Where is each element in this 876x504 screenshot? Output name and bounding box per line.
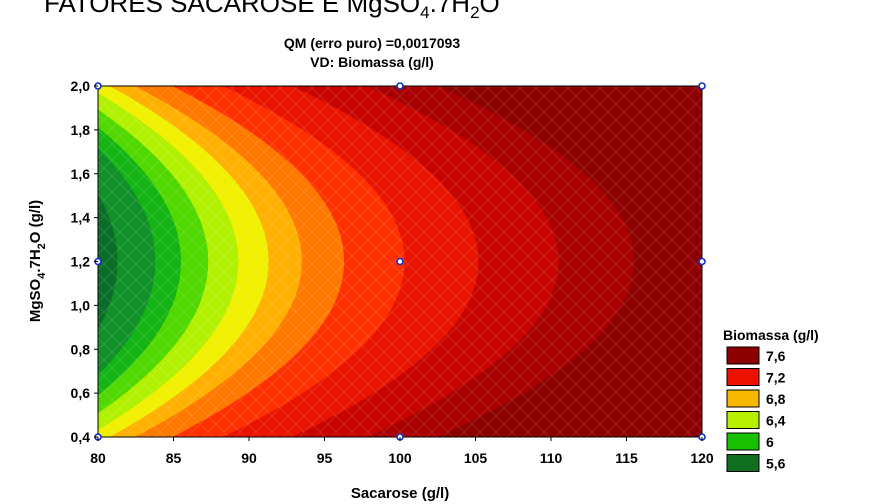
y-tick-label: 1,6 — [71, 166, 91, 182]
page-title: FATORES SACAROSE E MgSO4.7H2O — [44, 0, 500, 23]
y-axis-label: MgSO4.7H2O (g/l) — [27, 200, 48, 322]
y-tick-label: 1,2 — [71, 254, 91, 270]
y-tick-label: 1,8 — [71, 122, 91, 138]
legend-title: Biomassa (g/l) — [723, 327, 819, 343]
x-axis-label: Sacarose (g/l) — [351, 485, 449, 502]
legend-label: 6,4 — [766, 413, 786, 429]
legend-swatch — [726, 346, 760, 365]
legend-swatch — [726, 454, 760, 472]
legend-label: 6,8 — [766, 391, 786, 407]
chart-subtitle: VD: Biomassa (g/l) — [310, 54, 434, 70]
plot-area — [98, 86, 702, 437]
legend-label: 7,6 — [766, 348, 786, 364]
x-tick-label: 95 — [317, 450, 333, 466]
x-tick-label: 120 — [690, 450, 714, 466]
legend-label: 5,6 — [766, 456, 786, 472]
x-tick-label: 110 — [540, 450, 563, 466]
x-tick-label: 80 — [90, 450, 106, 466]
x-tick-label: 100 — [388, 450, 412, 466]
legend-swatch — [726, 432, 760, 451]
design-point — [396, 82, 404, 90]
x-tick-label: 105 — [464, 450, 488, 466]
x-tick-label: 85 — [166, 450, 182, 466]
legend-label: 7,2 — [766, 370, 786, 386]
design-point — [396, 257, 404, 266]
x-tick-label: 115 — [615, 450, 638, 466]
y-tick-label: 0,8 — [71, 341, 91, 357]
legend-swatch — [726, 389, 760, 408]
chart-title: QM (erro puro) =0,0017093 — [284, 35, 460, 51]
legend-label: 6 — [766, 434, 774, 450]
design-point — [698, 257, 706, 266]
legend: Biomassa (g/l) 7,6 7,2 6,8 6,4 6 5,6 — [723, 327, 819, 472]
x-tick-label: 90 — [241, 450, 257, 466]
y-tick-label: 1,0 — [71, 297, 91, 313]
y-tick-label: 0,6 — [71, 385, 91, 401]
y-tick-label: 2,0 — [71, 78, 91, 94]
legend-swatch — [726, 411, 760, 429]
y-tick-label: 1,4 — [71, 210, 91, 226]
design-point — [698, 82, 706, 90]
legend-swatch — [726, 368, 760, 386]
y-tick-label: 0,4 — [71, 429, 91, 445]
